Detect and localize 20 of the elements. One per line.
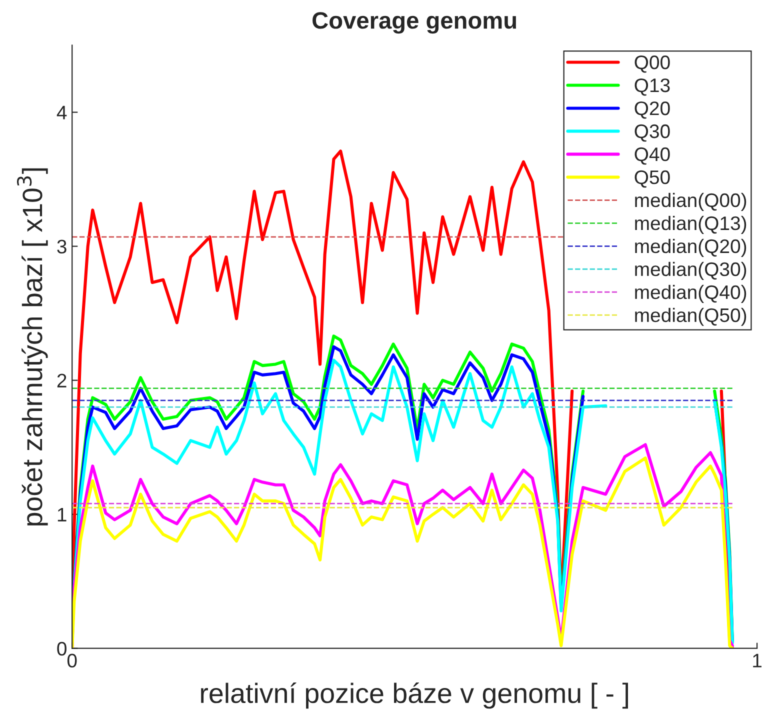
x-axis-title: relativní pozice báze v genomu [ - ] xyxy=(201,682,628,709)
y-tick-label: 0 xyxy=(57,642,66,656)
legend-label: median(Q50) xyxy=(635,308,746,326)
chart-title: Coverage genomu xyxy=(312,12,516,34)
y-tick-label: 2 xyxy=(57,374,66,388)
legend-label: Q40 xyxy=(634,147,670,165)
legend-label: Q30 xyxy=(634,124,670,142)
legend-label: Q00 xyxy=(634,55,670,73)
y-tick-label: 3 xyxy=(57,240,66,254)
y-tick-label: 4 xyxy=(56,106,67,120)
y-axis-title: počet zahrnutých bazí [ x10$^{3}$] xyxy=(16,168,48,526)
legend-label: Q13 xyxy=(634,78,670,96)
legend-label: Q50 xyxy=(634,170,670,188)
legend-label: median(Q20) xyxy=(635,238,746,257)
legend-label: Q20 xyxy=(634,101,670,119)
legend-label: median(Q13) xyxy=(635,216,746,234)
legend-label: median(Q00) xyxy=(635,192,746,211)
legend-label: median(Q30) xyxy=(635,262,746,280)
legend-label: median(Q40) xyxy=(635,284,746,303)
y-tick-label: 1 xyxy=(58,508,66,522)
